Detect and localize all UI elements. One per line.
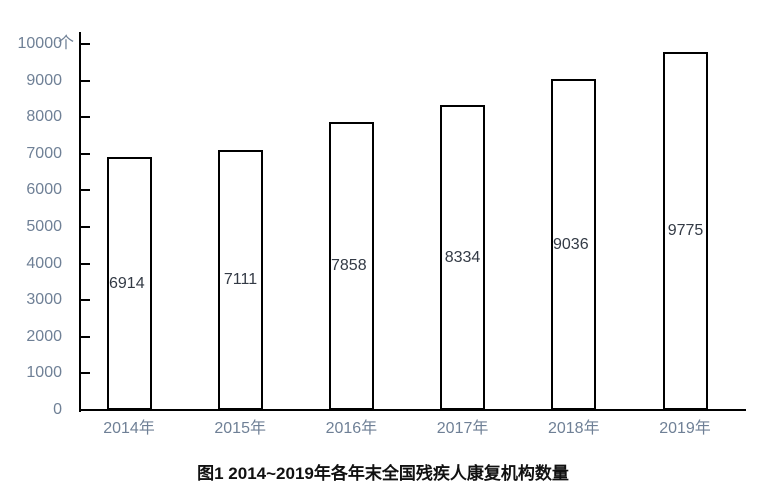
x-axis-category-label: 2017年	[436, 420, 489, 437]
y-axis-tick	[81, 262, 90, 265]
y-axis-tick-label: 3000	[26, 291, 62, 309]
x-axis-category-label: 2016年	[325, 420, 378, 437]
bar	[663, 52, 708, 410]
bar	[551, 79, 596, 410]
y-axis-tick	[81, 226, 90, 228]
y-axis-tick-label: 2000	[26, 327, 62, 345]
y-axis-tick-label: 5000	[26, 218, 62, 235]
x-axis-category-label: 2015年	[214, 420, 266, 437]
bar	[440, 105, 485, 410]
y-axis-tick	[81, 79, 90, 82]
y-axis-tick-label: 7000	[26, 144, 62, 162]
y-axis-tick	[81, 335, 90, 338]
bar	[107, 157, 152, 410]
y-axis-tick-label: 4000	[26, 254, 62, 272]
y-axis-tick	[81, 372, 90, 375]
y-axis-tick-label: 0	[53, 401, 62, 418]
bar-value-label: 7111	[223, 271, 258, 288]
bar-value-label: 6914	[109, 274, 145, 292]
bar-value-label: 7858	[331, 257, 367, 274]
y-axis-line	[79, 32, 81, 412]
bar-value-label: 9036	[553, 235, 589, 253]
chart-caption: 图1 2014~2019年各年末全国残疾人康复机构数量	[197, 464, 569, 483]
y-axis-tick-label: 1000	[26, 364, 62, 382]
bar-value-label: 8334	[444, 248, 481, 266]
y-axis-tick	[81, 152, 90, 155]
x-axis-line	[79, 409, 746, 411]
x-axis-category-label: 2019年	[659, 420, 711, 437]
y-axis-tick-label: 6000	[26, 181, 62, 199]
x-axis-category-label: 2014年	[103, 420, 155, 437]
bar	[329, 122, 374, 410]
y-axis-tick-label: 8000	[26, 108, 62, 126]
y-axis-tick	[81, 43, 90, 45]
y-axis-tick	[81, 299, 90, 302]
y-axis-tick	[81, 116, 90, 119]
y-axis-unit-label: 个	[58, 35, 75, 52]
bar	[218, 150, 263, 410]
x-axis-category-label: 2018年	[547, 420, 600, 437]
y-axis-tick	[81, 189, 90, 192]
y-axis-tick-label: 10000	[17, 35, 63, 52]
y-axis-tick-label: 9000	[26, 71, 62, 89]
bar-value-label: 9775	[667, 222, 704, 239]
